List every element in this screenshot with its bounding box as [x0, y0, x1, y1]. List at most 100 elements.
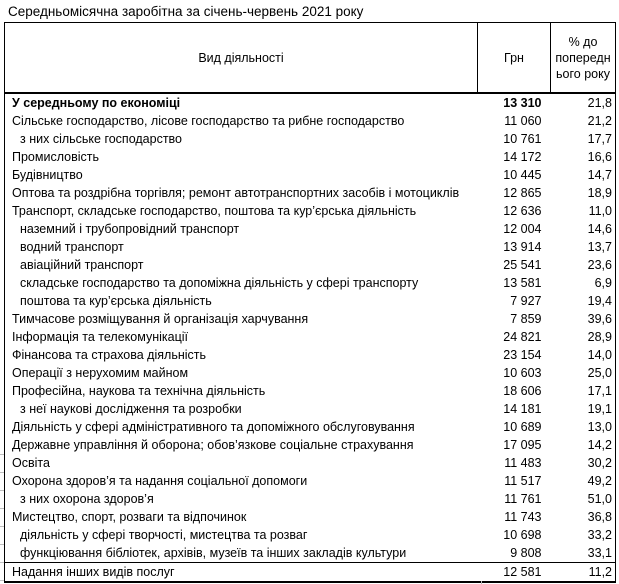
salary-table: Вид діяльності Грн % до попередн ього ро… [4, 22, 616, 583]
percent-cell: 14,6 [587, 222, 612, 236]
table-row: з них охорона здоров’я 11 761 51,0 [5, 490, 616, 508]
percent-cell: 33,2 [587, 528, 612, 542]
uah-cell: 11 517 [504, 474, 542, 488]
activity-cell: Фінансова та страхова діяльність [12, 348, 206, 362]
percent-cell: 13,7 [587, 240, 612, 254]
activity-cell: діяльність у сфері творчості, мистецтва … [20, 528, 308, 542]
table-row: Тимчасове розміщування й організація хар… [5, 310, 616, 328]
percent-cell: 33,1 [587, 546, 612, 560]
table-row: Освіта 11 483 30,2 [5, 454, 616, 472]
activity-cell: Тимчасове розміщування й організація хар… [12, 312, 309, 326]
activity-cell: поштова та кур’єрська діяльність [20, 294, 212, 308]
uah-cell: 10 761 [503, 132, 542, 146]
spreadsheet-gridline [0, 472, 4, 473]
uah-cell: 14 181 [503, 402, 542, 416]
uah-cell: 23 154 [503, 348, 542, 362]
percent-cell: 51,0 [587, 492, 612, 506]
table-row: наземний і трубопровідний транспорт 12 00… [5, 220, 616, 238]
percent-cell: 17,1 [587, 384, 612, 398]
spreadsheet-gridline [0, 508, 4, 509]
activity-cell: Освіта [12, 456, 50, 470]
percent-cell: 16,6 [587, 150, 612, 164]
uah-cell: 13 914 [503, 240, 542, 254]
uah-cell: 12 865 [503, 186, 542, 200]
percent-cell: 39,6 [587, 312, 612, 326]
spreadsheet-gridline [0, 490, 4, 491]
uah-cell: 24 821 [503, 330, 542, 344]
activity-cell: Охорона здоров’я та надання соціальної д… [12, 474, 308, 488]
table-row: з них сільське господарство 10 761 17,7 [5, 130, 616, 148]
activity-cell: Надання інших видів послуг [4, 562, 478, 582]
uah-cell: 7 859 [510, 312, 542, 326]
percent-cell: 23,6 [587, 258, 612, 272]
table-row: Будівництво 10 445 14,7 [5, 166, 616, 184]
uah-cell: 10 603 [503, 366, 542, 380]
table-row: діяльність у сфері творчості, мистецтва … [5, 526, 616, 544]
uah-cell: 11 761 [504, 492, 542, 506]
table-row: Транспорт, складське господарство, пошто… [5, 202, 616, 220]
activity-cell: Сільське господарство, лісове господарст… [12, 114, 405, 128]
spreadsheet-gridline-remnant [481, 581, 482, 584]
uah-cell: 13 310 [503, 96, 542, 110]
activity-cell: наземний і трубопровідний транспорт [20, 222, 240, 236]
activity-cell: Операції з нерухомим майном [12, 366, 189, 380]
uah-cell: 10 445 [503, 168, 542, 182]
uah-cell: 9 808 [510, 546, 542, 560]
uah-cell: 10 689 [503, 420, 542, 434]
spreadsheet-gridline [0, 544, 4, 545]
uah-cell: 12 636 [503, 204, 542, 218]
column-header-uah: Грн [477, 22, 551, 94]
table-row: авіаційний транспорт 25 541 23,6 [5, 256, 616, 274]
spreadsheet-gridline [0, 526, 4, 527]
table-row: Діяльність у сфері адміністративного та … [5, 418, 616, 436]
activity-cell: Промисловість [12, 150, 100, 164]
percent-cell: 49,2 [587, 474, 612, 488]
table-row: Сільське господарство, лісове господарст… [5, 112, 616, 130]
page-title: Середньомісячна заробітна за січень-черв… [8, 4, 364, 19]
table-row: складське господарство та допоміжна діял… [5, 274, 616, 292]
uah-cell: 25 541 [503, 258, 542, 272]
uah-cell: 11 060 [504, 114, 542, 128]
activity-cell: Інформація та телекомунікації [12, 330, 188, 344]
uah-cell: 7 927 [510, 294, 542, 308]
uah-cell: 10 698 [503, 528, 542, 542]
table-row: Операції з нерухомим майном 10 603 25,0 [5, 364, 616, 382]
activity-cell: У середньому по економіці [12, 96, 181, 110]
table-body: У середньому по економіці 13 310 21,8 Сільс… [4, 93, 616, 582]
percent-cell: 36,8 [587, 510, 612, 524]
percent-cell: 25,0 [587, 366, 612, 380]
activity-cell: складське господарство та допоміжна діял… [20, 276, 419, 290]
table-row: Охорона здоров’я та надання соціальної д… [5, 472, 616, 490]
table-row: водний транспорт 13 914 13,7 [5, 238, 616, 256]
uah-cell: 14 172 [503, 150, 542, 164]
percent-cell: 19,4 [587, 294, 612, 308]
uah-cell: 12 004 [503, 222, 542, 236]
table-row: Інформація та телекомунікації 24 821 28,9 [5, 328, 616, 346]
table-row: Державне управління й оборона; обов’язко… [5, 436, 616, 454]
percent-cell: 14,0 [587, 348, 612, 362]
table-row: функціювання бібліотек, архівів, музеїв … [5, 544, 616, 563]
table-row: Фінансова та страхова діяльність 23 154 14… [5, 346, 616, 364]
activity-cell: Будівництво [12, 168, 83, 182]
table-row: Промисловість 14 172 16,6 [5, 148, 616, 166]
activity-cell: Мистецтво, спорт, розваги та відпочинок [12, 510, 247, 524]
table-row: Мистецтво, спорт, розваги та відпочинок 1… [5, 508, 616, 526]
activity-cell: з них охорона здоров’я [20, 492, 154, 506]
uah-cell: 17 095 [503, 438, 542, 452]
table-row: Професійна, наукова та технічна діяльніс… [5, 382, 616, 400]
activity-cell: Оптова та роздрібна торгівля; ремонт авт… [12, 186, 460, 200]
column-header-percent: % до попередн ього року [550, 22, 616, 94]
activity-cell: з неї наукові дослідження та розробки [20, 402, 242, 416]
activity-cell: авіаційний транспорт [20, 258, 144, 272]
percent-cell: 21,8 [587, 96, 612, 110]
activity-cell: Державне управління й оборона; обов’язко… [12, 438, 414, 452]
percent-cell: 13,0 [587, 420, 612, 434]
activity-cell: з них сільське господарство [20, 132, 182, 146]
percent-cell: 19,1 [587, 402, 612, 416]
activity-cell: Транспорт, складське господарство, пошто… [12, 204, 417, 218]
percent-cell: 18,9 [587, 186, 612, 200]
percent-cell: 21,2 [587, 114, 612, 128]
uah-cell: 11 483 [504, 456, 542, 470]
table-header-row: Вид діяльності Грн % до попередн ього ро… [4, 22, 616, 94]
uah-cell: 18 606 [503, 384, 542, 398]
